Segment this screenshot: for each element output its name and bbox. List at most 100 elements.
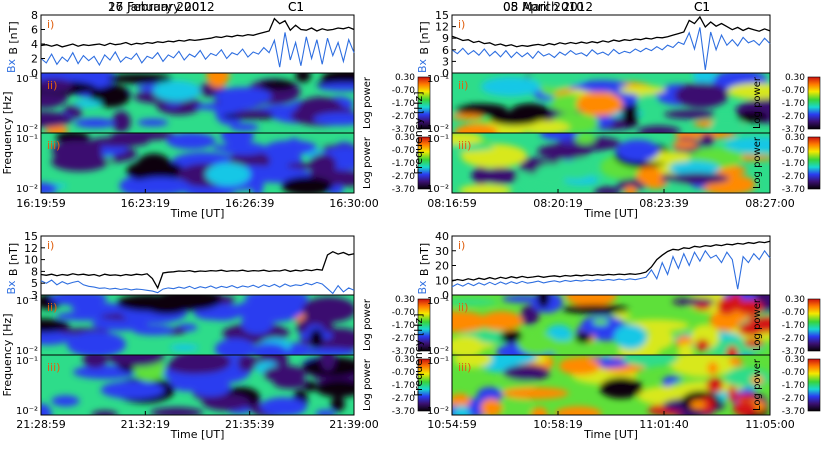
spectrogram-power-field (452, 73, 770, 133)
power-blob (574, 133, 596, 145)
b-ytick-label: 0 (442, 67, 449, 80)
xtick-label: 11:01:40 (639, 418, 688, 431)
power-blob (732, 400, 757, 415)
spectrogram-marker: iii) (47, 361, 60, 374)
colorbar-label-group: Log power (752, 358, 763, 411)
power-blob (592, 318, 609, 326)
b-ytick-label: 15 (435, 9, 449, 22)
power-blob (520, 305, 540, 326)
event-title: 08 March 2012 (503, 0, 593, 14)
power-blob (303, 381, 318, 392)
power-blob (260, 79, 296, 91)
b-ytick-label: 40 (435, 230, 449, 243)
power-blob (728, 356, 742, 366)
freq-ytick-label: 10⁻² (16, 346, 38, 357)
power-blob (91, 410, 118, 415)
power-blob (534, 164, 567, 188)
power-blob (260, 397, 307, 415)
power-blob (550, 93, 585, 113)
freq-ylabel-group: Frequency [Hz] (1, 92, 14, 175)
power-blob (214, 338, 256, 355)
series-line-b (40, 250, 355, 290)
b-panel-frame (451, 14, 771, 74)
colorbar-tick-label: -3.70 (782, 347, 806, 357)
power-blob (709, 117, 745, 133)
spectrogram-frame (451, 132, 771, 194)
freq-ytick-label: 10⁻² (427, 406, 449, 417)
power-blob (678, 343, 694, 355)
power-blob (743, 338, 764, 348)
series-line-bx (40, 32, 355, 68)
spacecraft-label: C1 (288, 0, 304, 14)
xtick-label: 10:58:19 (533, 418, 582, 431)
colorbar-tick-label: 0.30 (395, 355, 415, 365)
freq-ylabel: Frequency [Hz] (412, 314, 425, 397)
spectrogram-marker: ii) (458, 301, 468, 314)
b-ytick-label: 15 (24, 230, 38, 243)
freq-ytick-label: 10⁻² (16, 184, 38, 195)
b-ylabel: B [nT] (418, 21, 431, 54)
power-blob (281, 176, 333, 193)
colorbar (807, 136, 821, 190)
power-blob (214, 87, 272, 106)
b-ytick-label: 20 (435, 260, 449, 273)
power-blob (695, 339, 710, 351)
power-blob (618, 85, 667, 95)
colorbar (417, 358, 431, 412)
power-blob (51, 152, 109, 172)
colorbar-label-group: Log power (362, 298, 373, 351)
colorbar-tick-label: -3.70 (782, 125, 806, 135)
freq-ytick-label: 10⁻¹ (427, 356, 449, 367)
freq-ytick-label: 10⁻¹ (427, 74, 449, 85)
power-blob (668, 160, 721, 176)
power-blob (41, 318, 70, 333)
colorbar-tick-label: -0.70 (782, 86, 806, 96)
power-blob (501, 387, 569, 400)
power-blob (320, 355, 336, 371)
power-blob (624, 185, 638, 193)
colorbar-tick-label: -2.70 (392, 112, 416, 122)
power-blob (732, 393, 757, 401)
spectrogram-panel-1 (452, 295, 770, 355)
power-blob (100, 380, 165, 399)
power-blob (126, 159, 184, 183)
b-panel-frame (451, 235, 771, 296)
b-ytick-label: 9 (442, 32, 449, 45)
power-blob (206, 73, 230, 88)
power-blob (88, 136, 150, 147)
power-blob (71, 302, 123, 314)
spectrogram-marker: ii) (47, 301, 57, 314)
b-ytick-label: 2 (31, 53, 38, 66)
series-line-b (451, 240, 771, 282)
power-blob (41, 403, 52, 415)
colorbar (807, 358, 821, 412)
power-blob (452, 393, 471, 408)
event-title: 17 January 2001 (108, 0, 207, 14)
power-blob (251, 342, 288, 355)
legend-bx: Bx (5, 280, 18, 295)
xtick-label: 16:19:59 (16, 197, 65, 210)
power-blob (565, 295, 617, 307)
power-blob (315, 379, 354, 398)
colorbar (807, 76, 821, 130)
spectrogram-panel-2 (452, 133, 770, 193)
power-blob (500, 330, 523, 344)
b-ytick-label: 10 (435, 274, 449, 287)
b-panel-frame (40, 14, 355, 74)
freq-ylabel: Frequency [Hz] (1, 92, 14, 175)
power-blob (220, 133, 254, 146)
colorbar-tick-label: -1.70 (782, 159, 806, 169)
xtick-label: 16:30:00 (329, 197, 378, 210)
colorbar-tick-label: 0.30 (785, 73, 805, 83)
xtick-label: 21:28:59 (16, 418, 65, 431)
b-ytick-label: 8 (31, 265, 38, 278)
spectrogram-marker: ii) (458, 79, 468, 92)
xtick-label: 08:20:19 (533, 197, 582, 210)
b-ytick-label: 0 (31, 67, 38, 80)
colorbar-label: Log power (752, 298, 763, 351)
b-ytick-label: 5 (31, 277, 38, 290)
colorbar-tick-label: -2.70 (782, 112, 806, 122)
x-axis-label: Time [UT] (583, 428, 638, 441)
